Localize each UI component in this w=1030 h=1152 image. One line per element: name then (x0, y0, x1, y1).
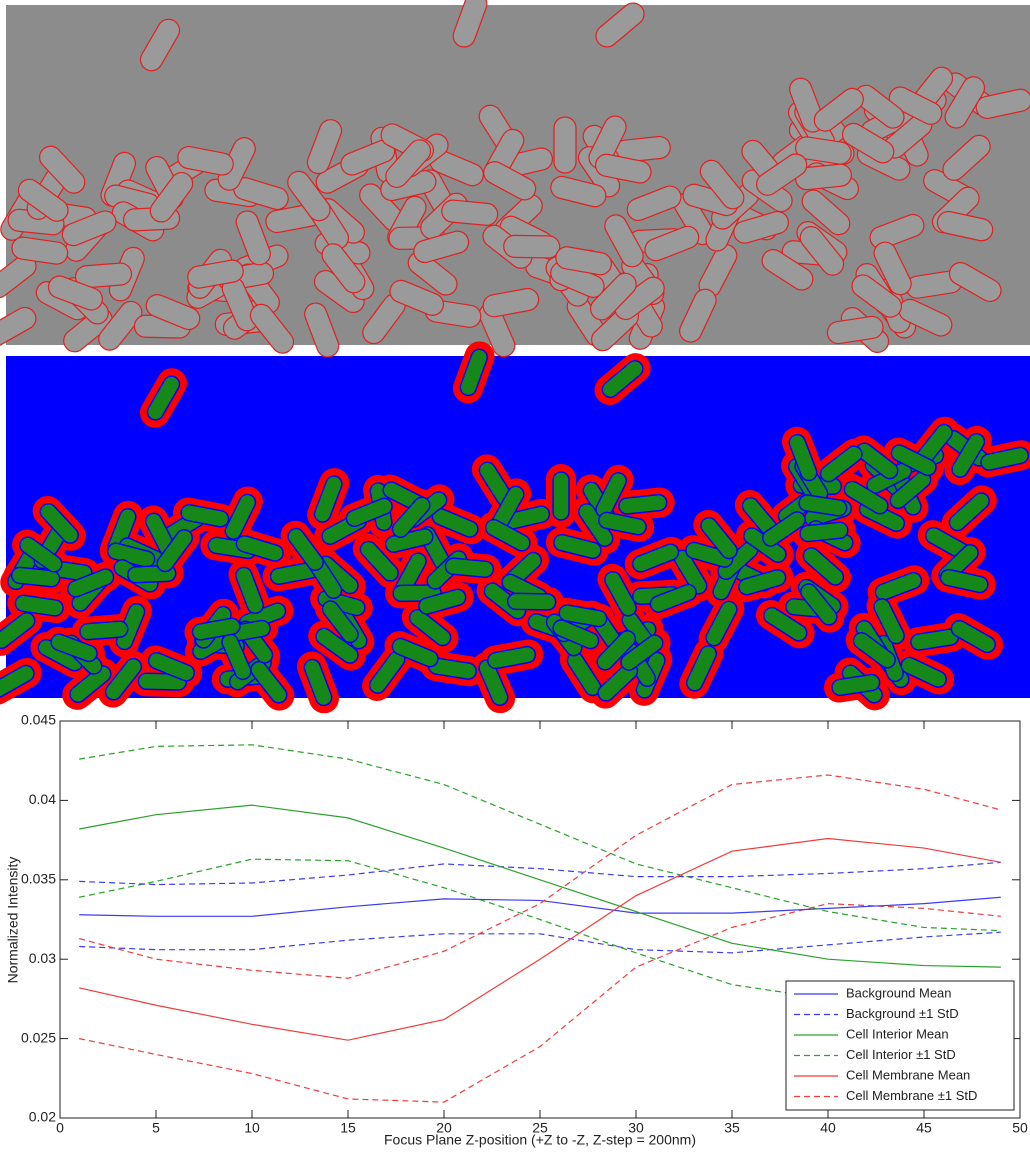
x-tick-label: 50 (1012, 1120, 1028, 1136)
legend-label: Background Mean (846, 985, 952, 1000)
legend-label: Cell Interior ±1 StD (846, 1047, 956, 1062)
x-tick-label: 45 (916, 1120, 932, 1136)
y-tick-label: 0.035 (21, 871, 56, 887)
x-tick-label: 5 (152, 1120, 160, 1136)
x-tick-label: 15 (340, 1120, 356, 1136)
cell-interior (553, 472, 569, 520)
x-tick-label: 0 (56, 1120, 64, 1136)
x-axis-label: Focus Plane Z-position (+Z to -Z, Z-step… (384, 1132, 696, 1148)
x-tick-label: 40 (820, 1120, 836, 1136)
legend: Background Mean Background ±1 StD Cell Int… (786, 981, 1014, 1110)
y-tick-label: 0.02 (29, 1109, 56, 1125)
y-tick-label: 0.03 (29, 950, 56, 966)
cell-interior (508, 593, 556, 610)
y-tick-label: 0.025 (21, 1029, 56, 1045)
y-axis-label: Normalized Intensity (5, 857, 21, 984)
cell-outline (504, 235, 560, 258)
cell-interior (445, 558, 494, 578)
y-tick-label: 0.045 (21, 712, 56, 728)
x-tick-label: 35 (724, 1120, 740, 1136)
legend-label: Cell Membrane Mean (846, 1067, 970, 1082)
cell-interior (79, 621, 128, 641)
legend-label: Cell Membrane ±1 StD (846, 1088, 977, 1103)
page: {"chart_data": {"type": "line", "xlabel"… (0, 0, 1030, 1152)
y-tick-label: 0.04 (29, 791, 56, 807)
figure: 051015202530354045500.020.0250.030.0350.… (0, 0, 1030, 1152)
legend-label: Cell Interior Mean (846, 1026, 949, 1041)
legend-label: Background ±1 StD (846, 1006, 959, 1021)
cell-outline (554, 117, 576, 173)
cell-outline (441, 199, 499, 226)
x-tick-label: 10 (244, 1120, 260, 1136)
